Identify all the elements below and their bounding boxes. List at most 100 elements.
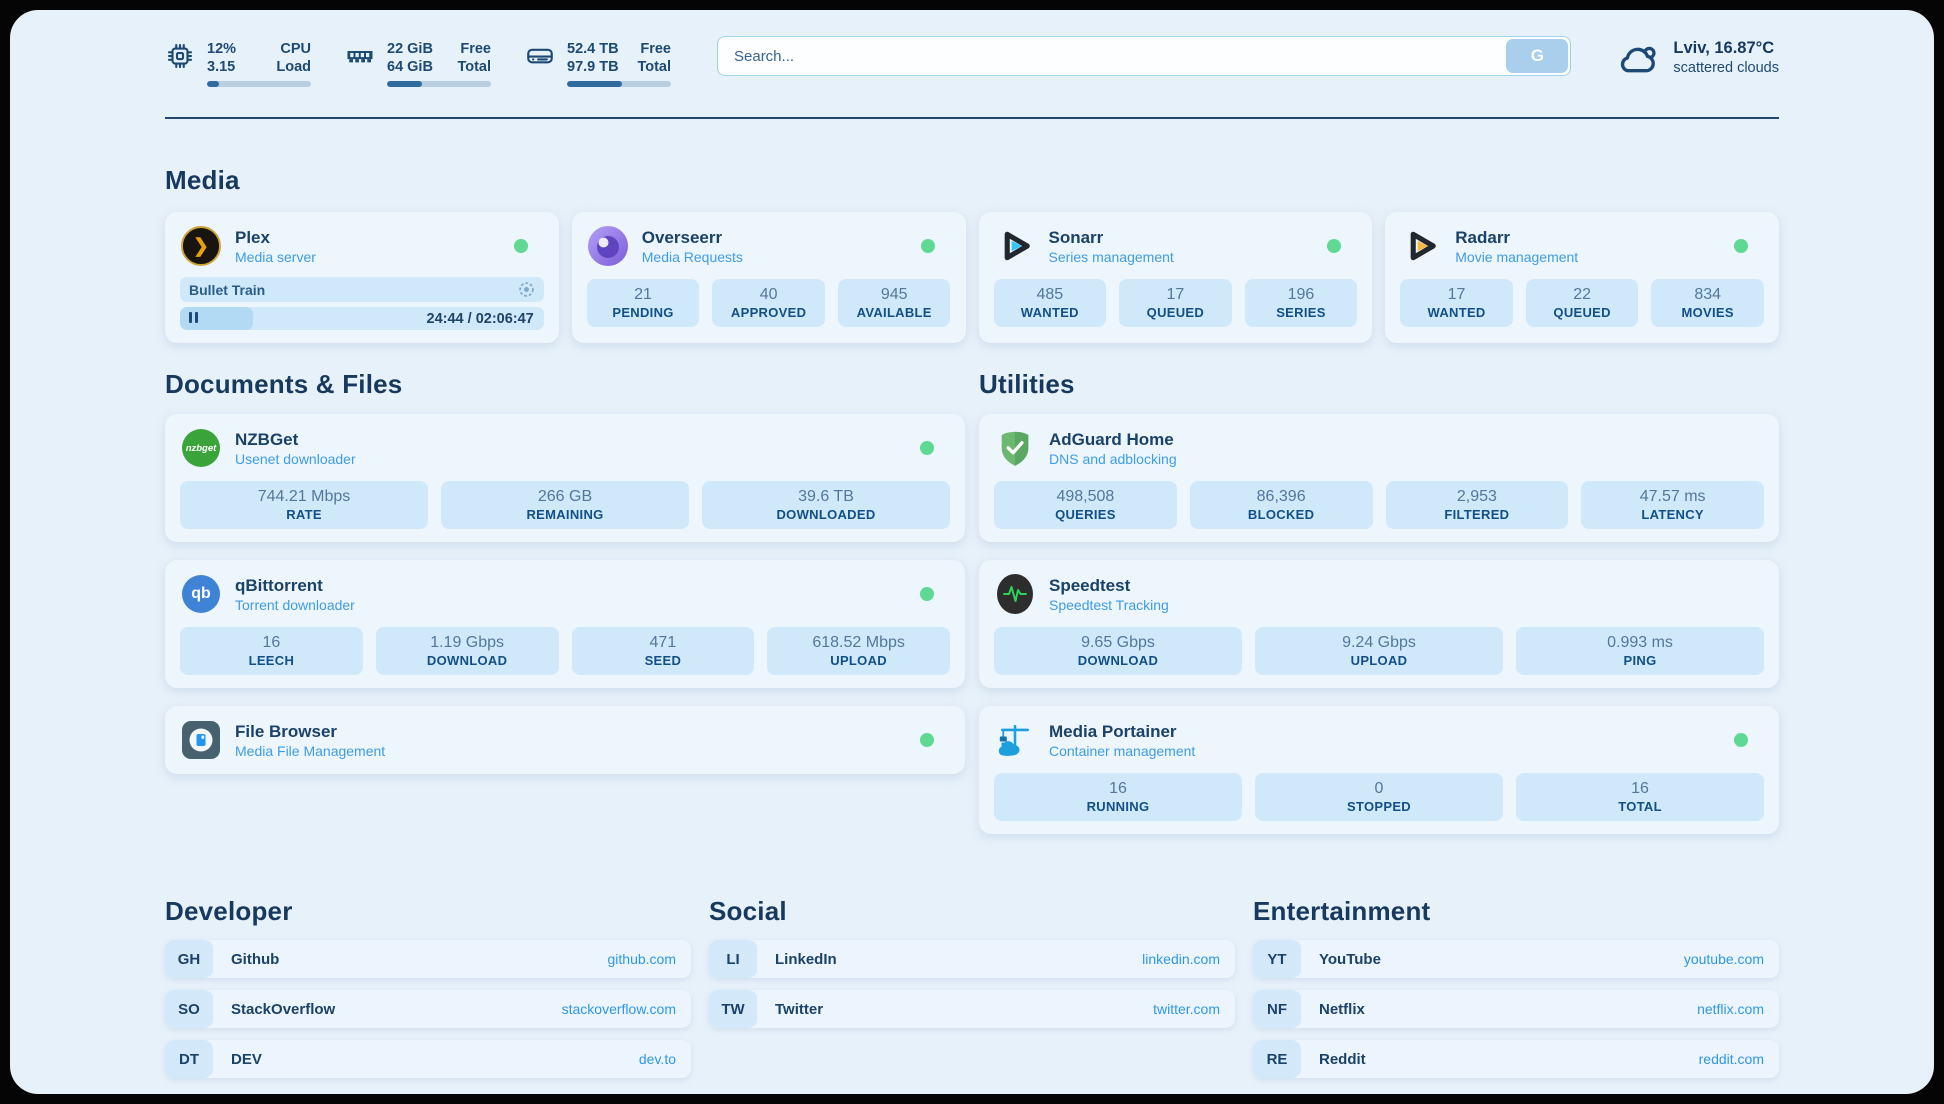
status-dot — [920, 239, 935, 253]
stat-box: 618.52 Mbps UPLOAD — [767, 627, 950, 675]
weather-widget: Lviv, 16.87°C scattered clouds — [1615, 36, 1779, 78]
app-title-speedtest: Speedtest — [1049, 575, 1131, 595]
app-card-speedtest[interactable]: Speedtest Speedtest Tracking 9.65 Gbps DO… — [979, 560, 1779, 688]
qbittorrent-icon: qb — [180, 573, 222, 615]
stat-box: 86,396 BLOCKED — [1189, 481, 1373, 529]
app-title-overseerr: Overseerr — [641, 227, 723, 247]
section-title-documents: Documents & Files — [165, 369, 403, 399]
stat-box: 744.21 Mbps RATE — [180, 481, 428, 529]
stat-box: 21 PENDING — [586, 279, 700, 327]
link-abbr: SO — [165, 990, 213, 1028]
stat-box: 266 GB REMAINING — [441, 481, 689, 529]
stat-box: 9.65 Gbps DOWNLOAD — [994, 627, 1242, 675]
app-card-nzbget[interactable]: nzbget NZBGet Usenet downloader 744.21 M… — [165, 414, 965, 542]
plex-now-playing: Bullet Train 24:44 / 02:06:47 — [180, 277, 544, 330]
link-abbr: RE — [1253, 1040, 1301, 1078]
link-abbr: TW — [709, 990, 757, 1028]
cloud-icon — [1615, 38, 1661, 78]
app-subtitle-portainer: Container management — [1049, 742, 1196, 759]
app-title-qbittorrent: qBittorrent — [235, 575, 323, 595]
app-subtitle-qbittorrent: Torrent downloader — [235, 596, 355, 613]
cpu-widget: 12% 3.15 CPU Load — [165, 40, 311, 87]
stat-box: 22 QUEUED — [1525, 279, 1639, 327]
link-youtube[interactable]: YT YouTube youtube.com — [1253, 940, 1779, 978]
portainer-crane-icon — [994, 719, 1036, 761]
cpu-label-2: Load — [276, 59, 311, 75]
app-card-qbittorrent[interactable]: qb qBittorrent Torrent downloader 16 LEEC… — [165, 560, 965, 688]
hard-drive-icon — [525, 41, 555, 71]
link-dev-to[interactable]: DT DEV dev.to — [165, 1040, 691, 1078]
cpu-chip-icon — [165, 41, 195, 71]
stat-box: 9.24 Gbps UPLOAD — [1255, 627, 1503, 675]
ram-free: 22 GiB — [387, 41, 433, 57]
app-card-overseerr[interactable]: Overseerr Media Requests 21 PENDING 40 APP… — [571, 212, 966, 343]
status-dot — [513, 239, 528, 253]
link-abbr: GH — [165, 940, 213, 978]
stat-box: 17 WANTED — [1400, 279, 1513, 327]
link-netflix[interactable]: NF Netflix netflix.com — [1253, 990, 1779, 1028]
weather-location-temp: Lviv, 16.87°C — [1673, 39, 1775, 57]
section-social: Social LI LinkedIn linkedin.com TW Twitt… — [709, 896, 1235, 1090]
stat-box: 17 QUEUED — [1119, 279, 1232, 327]
stat-box: 0.993 ms PING — [1516, 627, 1764, 675]
section-documents: Documents & Files nzbget NZBGet Usenet d… — [165, 369, 965, 852]
app-card-plex[interactable]: ❯ Plex Media server Bullet Train — [165, 212, 559, 343]
stat-box: 834 MOVIES — [1651, 279, 1764, 327]
cast-disc-icon[interactable] — [518, 281, 535, 298]
stat-box: 1.19 Gbps DOWNLOAD — [375, 627, 559, 675]
stat-box: 40 APPROVED — [712, 279, 825, 327]
app-card-radarr[interactable]: Radarr Movie management 17 WANTED 22 QUEUE… — [1385, 212, 1779, 343]
app-card-filebrowser[interactable]: File Browser Media File Management — [165, 706, 965, 774]
link-stackoverflow[interactable]: SO StackOverflow stackoverflow.com — [165, 990, 691, 1028]
section-title-developer: Developer — [165, 896, 293, 926]
cpu-label: CPU — [280, 41, 311, 57]
radarr-icon — [1400, 225, 1442, 267]
link-twitter[interactable]: TW Twitter twitter.com — [709, 990, 1235, 1028]
status-dot — [1734, 733, 1748, 747]
dashboard-page: 12% 3.15 CPU Load — [10, 10, 1934, 1094]
status-dot — [1734, 239, 1748, 253]
cpu-load-avg: 3.15 — [207, 59, 236, 75]
speedtest-icon — [994, 573, 1036, 615]
link-linkedin[interactable]: LI LinkedIn linkedin.com — [709, 940, 1235, 978]
app-subtitle-speedtest: Speedtest Tracking — [1049, 596, 1169, 613]
link-abbr: LI — [709, 940, 757, 978]
link-github[interactable]: GH Github github.com — [165, 940, 691, 978]
disk-total: 97.9 TB — [567, 59, 619, 75]
status-dot — [920, 733, 934, 747]
app-card-sonarr[interactable]: Sonarr Series management 485 WANTED 17 QUE… — [978, 212, 1373, 343]
app-title-nzbget: NZBGet — [235, 429, 299, 449]
section-developer: Developer GH Github github.com SO StackO… — [165, 896, 691, 1090]
app-title-filebrowser: File Browser — [235, 721, 338, 741]
status-dot — [920, 441, 934, 455]
disk-free: 52.4 TB — [567, 41, 619, 57]
system-widgets: 12% 3.15 CPU Load — [165, 36, 671, 87]
nzbget-icon: nzbget — [180, 427, 222, 469]
section-title-media: Media — [165, 165, 240, 195]
weather-condition: scattered clouds — [1673, 60, 1779, 76]
section-title-social: Social — [709, 896, 787, 926]
status-dot — [1327, 239, 1342, 253]
section-title-entertainment: Entertainment — [1253, 896, 1431, 926]
playback-progress-bar[interactable]: 24:44 / 02:06:47 — [180, 307, 544, 330]
app-subtitle-adguard: DNS and adblocking — [1049, 450, 1177, 467]
stat-box: 16 LEECH — [180, 627, 363, 675]
ram-label-2: Total — [457, 59, 491, 75]
stat-box: 0 STOPPED — [1255, 773, 1503, 821]
link-reddit[interactable]: RE Reddit reddit.com — [1253, 1040, 1779, 1078]
cpu-usage: 12% — [207, 41, 237, 57]
app-card-portainer[interactable]: Media Portainer Container management 16 R… — [979, 706, 1779, 834]
app-title-plex: Plex — [235, 227, 270, 247]
section-entertainment: Entertainment YT YouTube youtube.com NF … — [1253, 896, 1779, 1090]
section-utilities: Utilities AdGuard Home DNS and adblockin… — [979, 369, 1779, 852]
cpu-progress-bar — [207, 81, 311, 87]
ram-label: Free — [460, 41, 491, 57]
disk-progress-bar — [567, 81, 671, 87]
app-card-adguard[interactable]: AdGuard Home DNS and adblocking 498,508 Q… — [979, 414, 1779, 542]
app-title-portainer: Media Portainer — [1049, 721, 1177, 741]
app-title-adguard: AdGuard Home — [1049, 429, 1174, 449]
google-search-button[interactable]: G — [1506, 39, 1569, 73]
topbar-divider — [165, 117, 1779, 119]
pause-icon[interactable] — [189, 310, 201, 328]
search-input[interactable] — [717, 36, 1572, 76]
